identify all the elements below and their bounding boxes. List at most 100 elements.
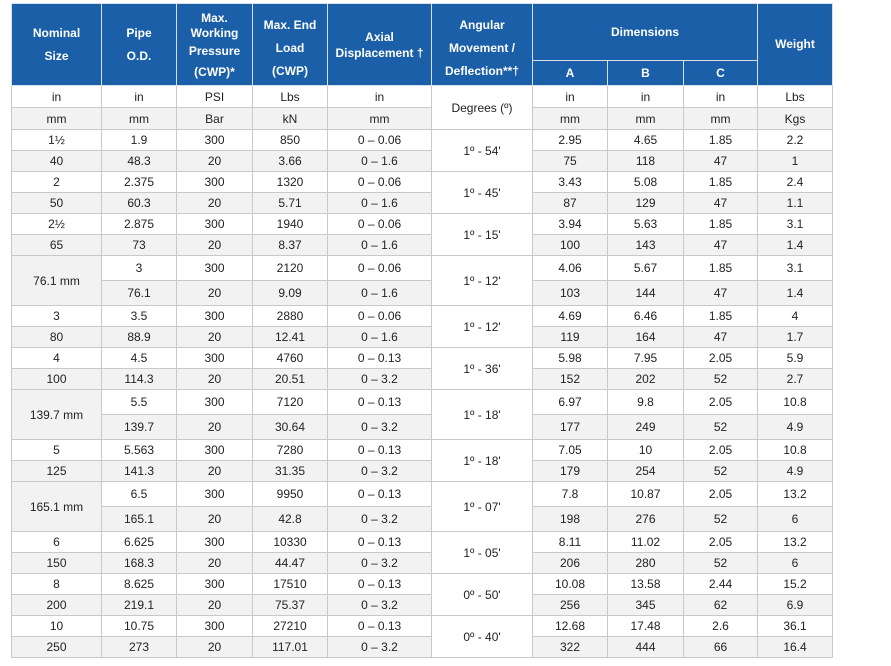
nominal-size-cell: 4: [11, 347, 102, 369]
unit-cell: mm: [532, 107, 608, 130]
unit-cell: mm: [683, 107, 758, 130]
angular-deflection-cell: 1º - 07': [431, 481, 533, 532]
end-load-cell: 7120: [252, 389, 328, 415]
header-line: O.D.: [126, 48, 152, 63]
weight-cell: 1: [757, 150, 833, 172]
header-max-end-load: Max. End Load (CWP): [252, 3, 328, 86]
nominal-size-cell: 125: [11, 460, 102, 482]
weight-cell: 1.4: [757, 234, 833, 256]
nominal-size-cell: 5: [11, 439, 102, 461]
size-row-metric: 150 168.3 20 44.47 0 – 3.2 206 280 52 6: [11, 552, 833, 574]
pipe-od-cell: 88.9: [101, 326, 177, 348]
weight-cell: 5.9: [757, 347, 833, 369]
weight-cell: 13.2: [757, 481, 833, 507]
dim-a-cell: 6.97: [532, 389, 608, 415]
unit-cell: in: [101, 85, 177, 108]
dim-a-cell: 3.43: [532, 171, 608, 193]
dim-b-cell: 276: [607, 506, 684, 532]
weight-cell: 2.4: [757, 171, 833, 193]
pipe-od-cell: 114.3: [101, 368, 177, 390]
pipe-od-cell: 3: [101, 255, 177, 281]
angular-deflection-cell: 1º - 05': [431, 531, 533, 574]
end-load-cell: 4760: [252, 347, 328, 369]
axial-displacement-cell: 0 – 3.2: [327, 636, 432, 658]
dim-a-cell: 7.8: [532, 481, 608, 507]
pressure-cell: 20: [176, 234, 253, 256]
dim-c-cell: 2.05: [683, 481, 758, 507]
pressure-cell: 300: [176, 389, 253, 415]
nominal-size-cell: 165.1 mm: [11, 481, 102, 532]
pressure-cell: 20: [176, 150, 253, 172]
weight-cell: 1.7: [757, 326, 833, 348]
size-row-metric: 100 114.3 20 20.51 0 – 3.2 152 202 52 2.7: [11, 368, 833, 390]
dim-c-cell: 66: [683, 636, 758, 658]
nominal-size-cell: 80: [11, 326, 102, 348]
unit-cell: kN: [252, 107, 328, 130]
nominal-size-cell: 8: [11, 573, 102, 595]
axial-displacement-cell: 0 – 3.2: [327, 552, 432, 574]
pressure-cell: 20: [176, 414, 253, 440]
weight-cell: 3.1: [757, 213, 833, 235]
angular-deflection-cell: 1º - 15': [431, 213, 533, 256]
end-load-cell: 30.64: [252, 414, 328, 440]
angular-deflection-cell: 1º - 12': [431, 255, 533, 306]
size-row-metric: 76.1 20 9.09 0 – 1.6 103 144 47 1.4: [12, 280, 833, 306]
end-load-cell: 9950: [252, 481, 328, 507]
axial-displacement-cell: 0 – 0.13: [327, 615, 432, 637]
dim-c-cell: 1.85: [683, 305, 758, 327]
unit-cell: mm: [327, 107, 432, 130]
axial-displacement-cell: 0 – 0.13: [327, 389, 432, 415]
axial-displacement-cell: 0 – 0.06: [327, 255, 432, 281]
dim-b-cell: 4.65: [607, 129, 684, 151]
dim-b-cell: 129: [607, 192, 684, 214]
weight-cell: 6.9: [757, 594, 833, 616]
dim-b-cell: 280: [607, 552, 684, 574]
nominal-size-cell: 200: [11, 594, 102, 616]
dim-c-cell: 47: [683, 150, 758, 172]
size-row-imperial: 1½ 1.9 300 850 0 – 0.06 1º - 54' 2.95 4.65 1.85 2…: [11, 129, 833, 172]
dim-b-cell: 13.58: [607, 573, 684, 595]
pressure-cell: 300: [176, 531, 253, 553]
weight-cell: 10.8: [757, 439, 833, 461]
header-line: Movement /: [448, 41, 515, 55]
header-line: Deflection**†: [444, 64, 520, 78]
dim-b-cell: 444: [607, 636, 684, 658]
pipe-od-cell: 8.625: [101, 573, 177, 595]
unit-cell: Kgs: [757, 107, 833, 130]
pipe-od-cell: 5.563: [101, 439, 177, 461]
pipe-od-cell: 219.1: [101, 594, 177, 616]
weight-cell: 4.9: [757, 414, 833, 440]
axial-displacement-cell: 0 – 3.2: [327, 368, 432, 390]
pipe-od-cell: 1.9: [101, 129, 177, 151]
pressure-cell: 300: [176, 213, 253, 235]
weight-cell: 4.9: [757, 460, 833, 482]
weight-cell: 36.1: [757, 615, 833, 637]
pressure-cell: 300: [176, 481, 253, 507]
size-row-metric: 165.1 20 42.8 0 – 3.2 198 276 52 6: [12, 506, 833, 532]
weight-cell: 10.8: [757, 389, 833, 415]
size-row-imperial: 5 5.563 300 7280 0 – 0.13 1º - 18' 7.05 10 2.05 1…: [11, 439, 833, 482]
header-line: Working: [190, 26, 239, 40]
pipe-od-cell: 139.7: [101, 414, 177, 440]
nominal-size-cell: 76.1 mm: [11, 255, 102, 306]
size-row-metric: 200 219.1 20 75.37 0 – 3.2 256 345 62 6.9: [11, 594, 833, 616]
dim-b-cell: 143: [607, 234, 684, 256]
pressure-cell: 20: [176, 326, 253, 348]
weight-cell: 6: [757, 552, 833, 574]
axial-displacement-cell: 0 – 0.06: [327, 171, 432, 193]
dim-c-cell: 52: [683, 460, 758, 482]
spec-table-container: Nominal Size Pipe O.D. Max. Working Pressure…: [11, 3, 833, 658]
end-load-cell: 5.71: [252, 192, 328, 214]
axial-displacement-cell: 0 – 0.13: [327, 531, 432, 553]
size-row-imperial: 76.1 mm 3 300 2120 0 – 0.06 1º - 12' 4.06 5.67 1…: [11, 255, 833, 306]
dim-c-cell: 2.6: [683, 615, 758, 637]
dim-c-cell: 2.05: [683, 531, 758, 553]
end-load-cell: 12.41: [252, 326, 328, 348]
size-row-imperial: 139.7 mm 5.5 300 7120 0 – 0.13 1º - 18' 6.97 9.…: [11, 389, 833, 440]
unit-cell-angle: Degrees (º): [431, 85, 533, 130]
pressure-cell: 300: [176, 129, 253, 151]
header-max-working-pressure: Max. Working Pressure (CWP)*: [176, 3, 253, 86]
weight-cell: 4: [757, 305, 833, 327]
pipe-od-cell: 60.3: [101, 192, 177, 214]
dim-a-cell: 206: [532, 552, 608, 574]
